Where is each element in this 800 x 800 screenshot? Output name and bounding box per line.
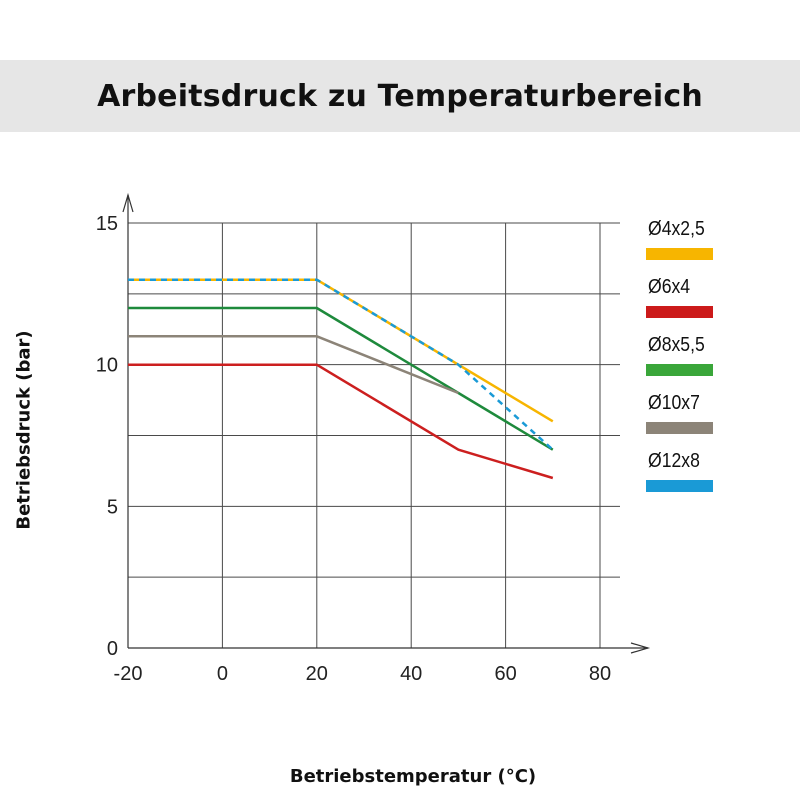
x-tick-label: 80 xyxy=(589,663,611,685)
series-line xyxy=(128,363,554,480)
legend-swatch xyxy=(646,364,713,376)
x-tick-label: 20 xyxy=(306,663,328,685)
series-line xyxy=(128,306,554,451)
legend-label: Ø4x2,5 xyxy=(648,218,705,240)
legend-item: Ø6x4 xyxy=(646,276,716,334)
y-tick-label: 15 xyxy=(96,213,118,235)
title-bar: Arbeitsdruck zu Temperaturbereich xyxy=(0,60,800,132)
x-axis-arrow xyxy=(630,642,651,654)
legend-label: Ø8x5,5 xyxy=(648,334,705,356)
y-tick-label: 10 xyxy=(96,355,118,377)
x-tick-label: 0 xyxy=(217,663,228,685)
legend-swatch xyxy=(646,480,713,492)
legend-item: Ø8x5,5 xyxy=(646,334,716,392)
series-line xyxy=(128,335,459,395)
legend-label: Ø6x4 xyxy=(648,276,691,298)
x-tick-label: 40 xyxy=(400,663,422,685)
y-tick-label: 0 xyxy=(107,638,118,660)
x-tick-label: 60 xyxy=(494,663,516,685)
legend: Ø4x2,5 Ø6x4 Ø8x5,5 Ø10x7 Ø12x8 xyxy=(646,218,716,508)
y-axis-arrow xyxy=(122,192,134,213)
legend-swatch xyxy=(646,306,713,318)
legend-item: Ø4x2,5 xyxy=(646,218,716,276)
legend-swatch xyxy=(646,248,713,260)
legend-item: Ø12x8 xyxy=(646,450,716,508)
series-line xyxy=(128,278,554,423)
y-axis-label: Betriebsdruck (bar) xyxy=(13,330,35,530)
x-axis-label: Betriebstemperatur (°C) xyxy=(289,766,537,787)
legend-label: Ø10x7 xyxy=(648,392,700,414)
chart-title: Arbeitsdruck zu Temperaturbereich xyxy=(97,78,703,114)
legend-swatch xyxy=(646,422,713,434)
x-tick-label: -20 xyxy=(114,663,143,685)
legend-label: Ø12x8 xyxy=(648,450,700,472)
legend-item: Ø10x7 xyxy=(646,392,716,450)
y-tick-label: 5 xyxy=(107,496,118,518)
